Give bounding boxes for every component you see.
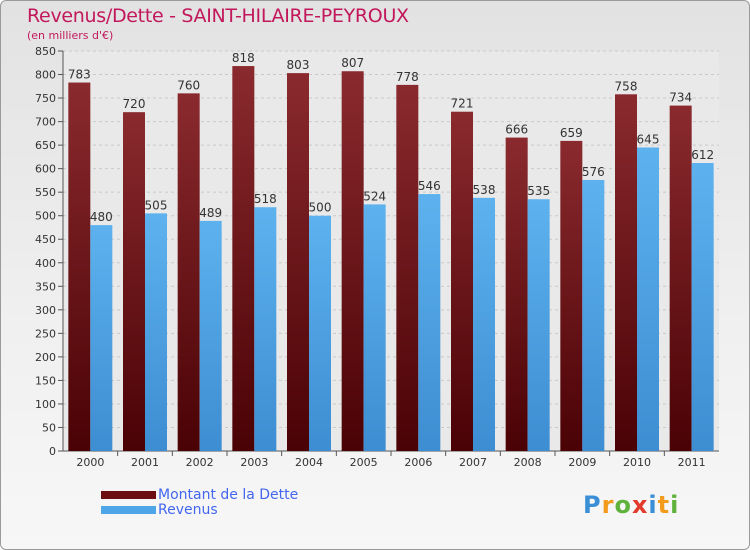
data-label-revenus: 500 <box>309 201 332 215</box>
x-tick-label: 2009 <box>568 456 596 469</box>
data-label-revenus: 535 <box>527 184 550 198</box>
data-label-revenus: 576 <box>582 165 605 179</box>
bar-revenus <box>254 207 277 451</box>
data-label-dette: 778 <box>396 70 419 84</box>
logo-letter: x <box>631 491 649 519</box>
x-tick-label: 2010 <box>623 456 651 469</box>
y-tick-label: 300 <box>35 304 56 317</box>
bar-dette <box>287 73 309 451</box>
legend-label-revenus: Revenus <box>158 501 218 518</box>
y-tick-label: 0 <box>49 445 56 458</box>
data-label-revenus: 524 <box>363 189 386 203</box>
bar-revenus <box>418 194 441 451</box>
bar-revenus <box>90 225 113 451</box>
data-label-dette: 807 <box>341 56 364 70</box>
y-tick-label: 100 <box>35 398 56 411</box>
bar-dette <box>177 93 200 452</box>
bar-revenus <box>199 220 222 451</box>
data-label-dette: 721 <box>451 97 474 111</box>
data-label-revenus: 612 <box>691 148 714 162</box>
data-label-dette: 783 <box>68 68 91 82</box>
y-tick-label: 700 <box>35 116 56 129</box>
data-label-revenus: 480 <box>90 210 113 224</box>
data-label-revenus: 489 <box>199 206 222 220</box>
bar-dette <box>669 105 692 452</box>
y-tick-label: 600 <box>35 163 56 176</box>
y-tick-label: 750 <box>35 92 56 105</box>
data-label-dette: 758 <box>615 79 638 93</box>
bar-dette <box>232 66 255 451</box>
y-tick-label: 250 <box>35 327 56 340</box>
y-tick-label: 650 <box>35 139 56 152</box>
x-tick-label: 2001 <box>131 456 159 469</box>
bar-dette <box>396 84 419 451</box>
x-tick-label: 2007 <box>459 456 487 469</box>
data-label-dette: 659 <box>560 126 583 140</box>
logo-letter: r <box>601 491 615 519</box>
legend-swatch-revenus <box>101 505 156 514</box>
data-label-revenus: 505 <box>145 198 168 212</box>
x-tick-label: 2008 <box>514 456 542 469</box>
x-tick-label: 2000 <box>76 456 104 469</box>
data-label-revenus: 645 <box>637 132 660 146</box>
y-tick-label: 800 <box>35 69 56 82</box>
bar-dette <box>560 140 583 451</box>
x-tick-label: 2011 <box>678 456 706 469</box>
logo-letter: t <box>657 491 671 519</box>
y-tick-label: 450 <box>35 233 56 246</box>
y-tick-label: 200 <box>35 351 56 364</box>
proxiti-logo: Proxiti <box>583 491 679 519</box>
legend-item-revenus: Revenus <box>101 501 298 518</box>
data-label-dette: 734 <box>669 91 692 105</box>
bar-dette <box>615 94 637 451</box>
bar-dette <box>505 137 528 451</box>
bar-dette <box>68 82 91 451</box>
bar-revenus <box>145 213 167 451</box>
plot-area <box>63 51 719 451</box>
y-tick-label: 400 <box>35 257 56 270</box>
x-tick-label: 2003 <box>240 456 268 469</box>
data-label-dette: 803 <box>287 58 310 72</box>
bar-dette <box>451 111 473 452</box>
logo-letter: i <box>670 491 680 519</box>
data-label-revenus: 546 <box>418 179 441 193</box>
data-label-revenus: 538 <box>473 183 496 197</box>
data-label-dette: 818 <box>232 51 255 65</box>
bar-revenus <box>363 204 386 451</box>
bar-revenus <box>473 197 495 451</box>
y-tick-label: 150 <box>35 374 56 387</box>
x-tick-label: 2006 <box>404 456 432 469</box>
x-tick-label: 2005 <box>350 456 378 469</box>
y-tick-label: 850 <box>35 45 56 58</box>
x-tick-label: 2002 <box>186 456 214 469</box>
y-tick-label: 500 <box>35 210 56 223</box>
data-label-dette: 666 <box>505 123 528 137</box>
legend: Montant de la Dette Revenus <box>101 486 299 518</box>
bar-revenus <box>582 179 605 452</box>
chart-title: Revenus/Dette - SAINT-HILAIRE-PEYROUX <box>27 5 409 27</box>
logo-letter: o <box>614 491 632 519</box>
data-label-revenus: 518 <box>254 192 277 206</box>
bar-revenus <box>527 199 550 451</box>
legend-swatch-dette <box>101 490 156 499</box>
bar-revenus <box>637 147 659 451</box>
bar-dette <box>123 112 145 452</box>
logo-letter: P <box>583 491 602 519</box>
data-label-dette: 760 <box>177 78 200 92</box>
legend-item-dette: Montant de la Dette <box>101 486 299 503</box>
bar-dette <box>341 71 364 451</box>
y-tick-label: 550 <box>35 186 56 199</box>
x-tick-label: 2004 <box>295 456 323 469</box>
bar-revenus <box>309 215 331 451</box>
y-tick-label: 50 <box>42 421 56 434</box>
y-tick-label: 350 <box>35 280 56 293</box>
bar-revenus <box>691 163 714 451</box>
data-label-dette: 720 <box>123 97 146 111</box>
legend-label-dette: Montant de la Dette <box>158 486 299 503</box>
logo-letter: i <box>648 491 658 519</box>
chart-subtitle: (en milliers d'€) <box>27 29 114 42</box>
